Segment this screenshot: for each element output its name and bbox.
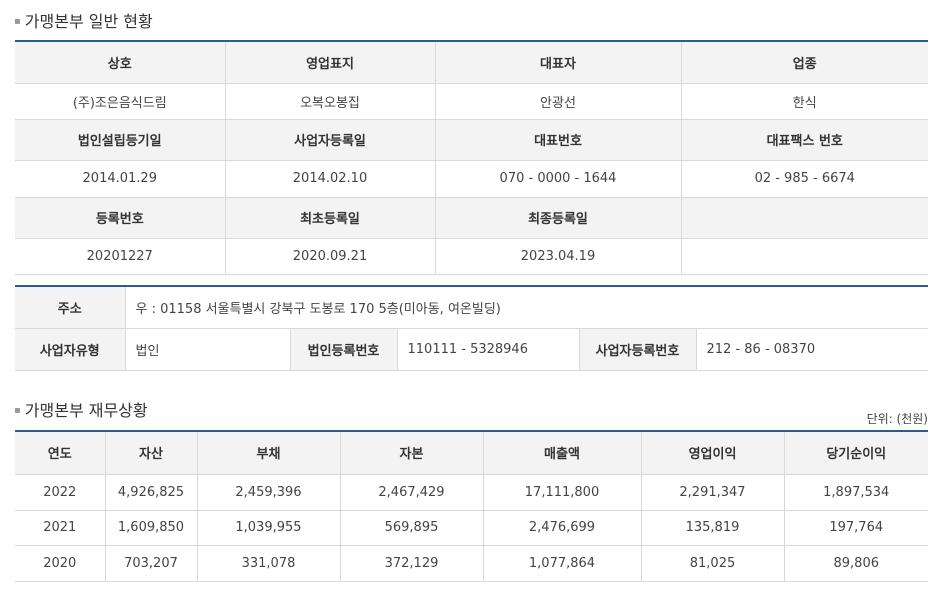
table-cell: 4,926,825 (104, 473, 198, 511)
column-header: 자산 (104, 430, 198, 475)
business-type-label: 사업자유형 (15, 327, 126, 371)
header-cell: 대표팩스 번호 (680, 118, 928, 161)
header-cell: 영업표지 (224, 40, 436, 84)
table-cell: 81,025 (640, 544, 785, 582)
brand-name: 오복오봉집 (224, 82, 436, 120)
column-header: 부채 (196, 430, 341, 475)
table-cell: 1,077,864 (482, 544, 642, 582)
header-cell: 사업자등록일 (224, 118, 436, 161)
representative: 안광선 (434, 82, 682, 120)
column-header: 당기순이익 (783, 430, 928, 475)
header-cell: 최종등록일 (434, 196, 682, 239)
table-row: 상호 영업표지 대표자 업종 (15, 40, 928, 84)
table-row: 2020 703,207 331,078 372,129 1,077,864 8… (15, 544, 928, 582)
column-header: 자본 (339, 430, 484, 475)
table-cell: 569,895 (339, 509, 484, 546)
business-number-value: 212 - 86 - 08370 (695, 327, 928, 371)
table-row: (주)조은음식드림 오복오봉집 안광선 한식 (15, 82, 928, 120)
registration-number: 20201227 (15, 237, 226, 275)
incorporation-date: 2014.01.29 (15, 159, 226, 198)
bullet-icon: ▪ (14, 405, 21, 416)
table-row: 사업자유형 법인 법인등록번호 110111 - 5328946 사업자등록번호… (15, 327, 928, 371)
table-row: 2021 1,609,850 1,039,955 569,895 2,476,6… (15, 509, 928, 546)
column-header: 연도 (15, 430, 106, 475)
finance-title-text: 가맹본부 재무상황 (24, 401, 148, 420)
table-cell: 331,078 (196, 544, 341, 582)
empty-cell (680, 237, 928, 275)
last-registration-date: 2023.04.19 (434, 237, 682, 275)
corporate-number-value: 110111 - 5328946 (396, 327, 580, 371)
table-row: 20201227 2020.09.21 2023.04.19 (15, 237, 928, 275)
table-cell: 197,764 (783, 509, 928, 546)
table-row: 주소 우 : 01158 서울특별시 강북구 도봉로 170 5층(미아동, 여… (15, 285, 928, 329)
header-cell (680, 196, 928, 239)
general-title-text: 가맹본부 일반 현황 (24, 12, 153, 31)
table-cell: 372,129 (339, 544, 484, 582)
table-cell: 1,897,534 (783, 473, 928, 511)
table-cell: 2,459,396 (196, 473, 341, 511)
column-header: 매출액 (482, 430, 642, 475)
business-registration-date: 2014.02.10 (224, 159, 436, 198)
header-cell: 등록번호 (15, 196, 226, 239)
main-phone: 070 - 0000 - 1644 (434, 159, 682, 198)
business-category: 한식 (680, 82, 928, 120)
address-table: 주소 우 : 01158 서울특별시 강북구 도봉로 170 5층(미아동, 여… (15, 285, 928, 371)
table-cell: 17,111,800 (482, 473, 642, 511)
table-cell: 89,806 (783, 544, 928, 582)
table-row: 2022 4,926,825 2,459,396 2,467,429 17,11… (15, 473, 928, 511)
business-type-value: 법인 (124, 327, 291, 371)
corporate-number-label: 법인등록번호 (289, 327, 398, 371)
header-cell: 업종 (680, 40, 928, 84)
bullet-icon: ▪ (14, 16, 21, 27)
company-name: (주)조은음식드림 (15, 82, 226, 120)
table-cell: 2021 (15, 509, 106, 546)
table-cell: 2022 (15, 473, 106, 511)
business-number-label: 사업자등록번호 (578, 327, 697, 371)
finance-section-title: ▪ 가맹본부 재무상황 (14, 397, 148, 421)
table-cell: 2,467,429 (339, 473, 484, 511)
general-info-table: 상호 영업표지 대표자 업종 (주)조은음식드림 오복오봉집 안광선 한식 법인… (15, 40, 928, 275)
general-section-title: ▪ 가맹본부 일반 현황 (14, 8, 153, 32)
header-cell: 상호 (15, 40, 226, 84)
table-cell: 703,207 (104, 544, 198, 582)
header-cell: 대표자 (434, 40, 682, 84)
table-row: 법인설립등기일 사업자등록일 대표번호 대표팩스 번호 (15, 118, 928, 161)
header-cell: 최초등록일 (224, 196, 436, 239)
first-registration-date: 2020.09.21 (224, 237, 436, 275)
header-cell: 대표번호 (434, 118, 682, 161)
header-cell: 법인설립등기일 (15, 118, 226, 161)
table-cell: 135,819 (640, 509, 785, 546)
address-value: 우 : 01158 서울특별시 강북구 도봉로 170 5층(미아동, 여온빌딩… (124, 285, 928, 329)
fax-number: 02 - 985 - 6674 (680, 159, 928, 198)
table-cell: 2,291,347 (640, 473, 785, 511)
column-header: 영업이익 (640, 430, 785, 475)
table-cell: 1,039,955 (196, 509, 341, 546)
finance-table: 연도 자산 부채 자본 매출액 영업이익 당기순이익 2022 4,926,82… (15, 430, 928, 582)
table-cell: 2,476,699 (482, 509, 642, 546)
table-row: 2014.01.29 2014.02.10 070 - 0000 - 1644 … (15, 159, 928, 198)
address-label: 주소 (15, 285, 126, 329)
table-cell: 2020 (15, 544, 106, 582)
table-cell: 1,609,850 (104, 509, 198, 546)
unit-label: 단위: (천원) (866, 412, 928, 426)
table-row: 연도 자산 부채 자본 매출액 영업이익 당기순이익 (15, 430, 928, 475)
table-row: 등록번호 최초등록일 최종등록일 (15, 196, 928, 239)
